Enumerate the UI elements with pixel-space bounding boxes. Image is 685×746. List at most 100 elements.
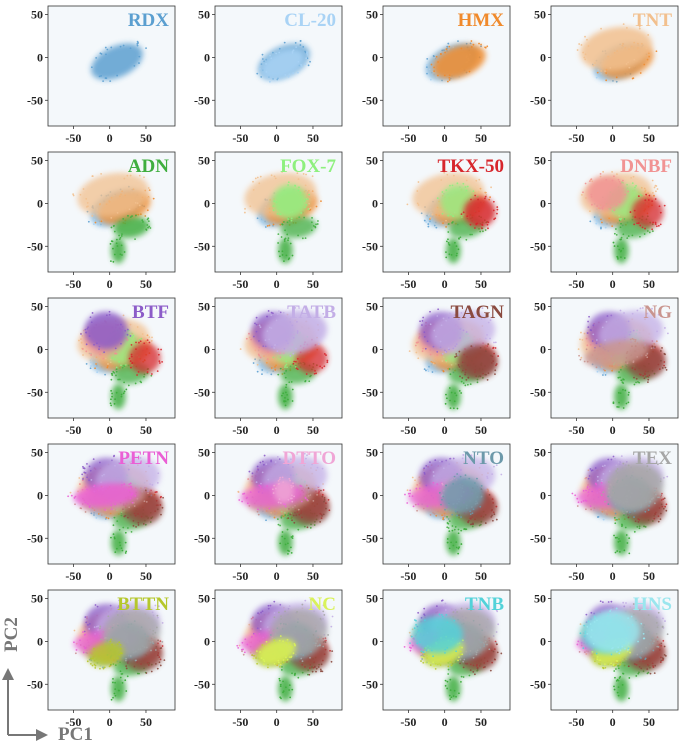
cluster-dtto [271, 476, 296, 504]
y-tick-label: 50 [366, 592, 378, 606]
x-tick-label: 50 [475, 715, 487, 729]
panel-title: DNBF [620, 156, 672, 177]
y-tick-label: -50 [362, 385, 378, 399]
y-tick-label: -50 [194, 531, 210, 545]
x-tick-label: -50 [65, 277, 81, 291]
panel-title: CL-20 [284, 10, 336, 31]
x-tick-label: -50 [232, 569, 248, 583]
panel-plot-area [580, 168, 666, 264]
x-tick-label: 0 [442, 569, 448, 583]
x-tick-label: 50 [475, 569, 487, 583]
y-tick-label: 50 [534, 446, 546, 460]
y-tick-label: 0 [540, 488, 546, 502]
y-tick-label: 50 [534, 592, 546, 606]
x-tick-label: 50 [307, 277, 319, 291]
y-tick-label: 50 [534, 154, 546, 168]
x-tick-label: 0 [442, 277, 448, 291]
x-tick-label: 0 [442, 715, 448, 729]
x-tick-label: 0 [107, 277, 113, 291]
panel-plot-area [77, 310, 164, 410]
x-axis-title: PC1 [58, 724, 93, 745]
panel-plot-area [72, 172, 155, 264]
pc1-arrow-head [36, 729, 48, 741]
panel-title: TEX [633, 448, 672, 469]
y-tick-label: 0 [37, 196, 43, 210]
x-tick-label: -50 [568, 569, 584, 583]
panel-plot-area [67, 454, 164, 556]
panel-tex: TEX -50 0 50 50 0 -50 [530, 443, 679, 583]
cluster-dnbf [582, 172, 630, 212]
x-tick-label: -50 [65, 423, 81, 437]
x-tick-label: 50 [643, 423, 655, 437]
panel-tkx-50: TKX-50 -50 0 50 50 0 -50 [362, 151, 511, 291]
y-tick-label: 0 [37, 342, 43, 356]
panel-btf: BTF -50 0 50 50 0 -50 [27, 297, 176, 437]
y-tick-label: 0 [372, 50, 378, 64]
x-tick-label: -50 [400, 131, 416, 145]
cluster-tagn [454, 343, 498, 381]
x-tick-label: 0 [107, 715, 113, 729]
panel-title: TNB [465, 594, 504, 615]
panel-title: TKX-50 [438, 156, 505, 177]
panel-plot-area [243, 171, 322, 264]
x-tick-label: 0 [107, 423, 113, 437]
y-tick-label: 50 [366, 446, 378, 460]
panel-cl-20: CL-20 -50 0 50 50 0 -50 [194, 5, 343, 145]
panel-title: NC [309, 594, 336, 615]
cluster-petn [67, 482, 139, 511]
cluster-adn [109, 362, 153, 410]
y-axis-title: PC2 [1, 617, 22, 652]
cluster-fox-7 [272, 181, 311, 222]
y-tick-label: 50 [366, 300, 378, 314]
cluster-hns [585, 607, 646, 655]
y-tick-label: 50 [31, 446, 43, 460]
cluster-hmx [430, 40, 489, 83]
y-tick-label: 0 [540, 50, 546, 64]
panel-title: TNT [633, 10, 672, 31]
y-tick-label: 0 [372, 342, 378, 356]
cluster-cl-20 [258, 46, 309, 83]
panel-title: NTO [463, 448, 504, 469]
y-tick-label: -50 [27, 239, 43, 253]
pc2-arrow-head [2, 668, 14, 680]
x-tick-label: 50 [643, 569, 655, 583]
y-tick-label: 50 [534, 8, 546, 22]
y-tick-label: -50 [362, 677, 378, 691]
x-tick-label: 0 [610, 715, 616, 729]
panel-bttn: BTTN -50 0 50 50 0 -50 [27, 589, 176, 729]
panel-fox-7: FOX-7 -50 0 50 50 0 -50 [194, 151, 343, 291]
y-tick-label: 0 [372, 488, 378, 502]
y-tick-label: 50 [31, 592, 43, 606]
x-tick-label: 0 [610, 569, 616, 583]
panel-tagn: TAGN -50 0 50 50 0 -50 [362, 297, 511, 437]
x-tick-label: 50 [643, 277, 655, 291]
panel-rdx: RDX -50 0 50 50 0 -50 [27, 5, 176, 145]
x-tick-label: 0 [107, 131, 113, 145]
x-tick-label: 50 [475, 131, 487, 145]
x-tick-label: -50 [65, 569, 81, 583]
x-tick-label: 0 [107, 569, 113, 583]
x-tick-label: 50 [140, 277, 152, 291]
x-tick-label: 50 [307, 715, 319, 729]
cluster-adn [109, 214, 152, 264]
x-tick-label: 50 [140, 569, 152, 583]
y-tick-label: -50 [362, 531, 378, 545]
panel-plot-area [256, 39, 311, 83]
x-tick-label: 0 [274, 423, 280, 437]
y-tick-label: 50 [198, 446, 210, 460]
x-tick-label: 50 [140, 715, 152, 729]
y-tick-label: 50 [198, 154, 210, 168]
cluster-nto [438, 473, 485, 518]
x-tick-label: -50 [568, 715, 584, 729]
y-tick-label: -50 [362, 239, 378, 253]
panel-ng: NG -50 0 50 50 0 -50 [530, 297, 679, 437]
panel-hns: HNS -50 0 50 50 0 -50 [530, 589, 679, 729]
y-tick-label: 50 [198, 592, 210, 606]
panel-plot-area [236, 598, 334, 702]
panel-title: BTTN [117, 594, 169, 615]
x-tick-label: 0 [274, 277, 280, 291]
panel-dtto: DTTO -50 0 50 50 0 -50 [194, 443, 343, 583]
panel-nto: NTO -50 0 50 50 0 -50 [362, 443, 511, 583]
x-tick-label: 50 [140, 423, 152, 437]
panel-title: TATB [287, 302, 336, 323]
